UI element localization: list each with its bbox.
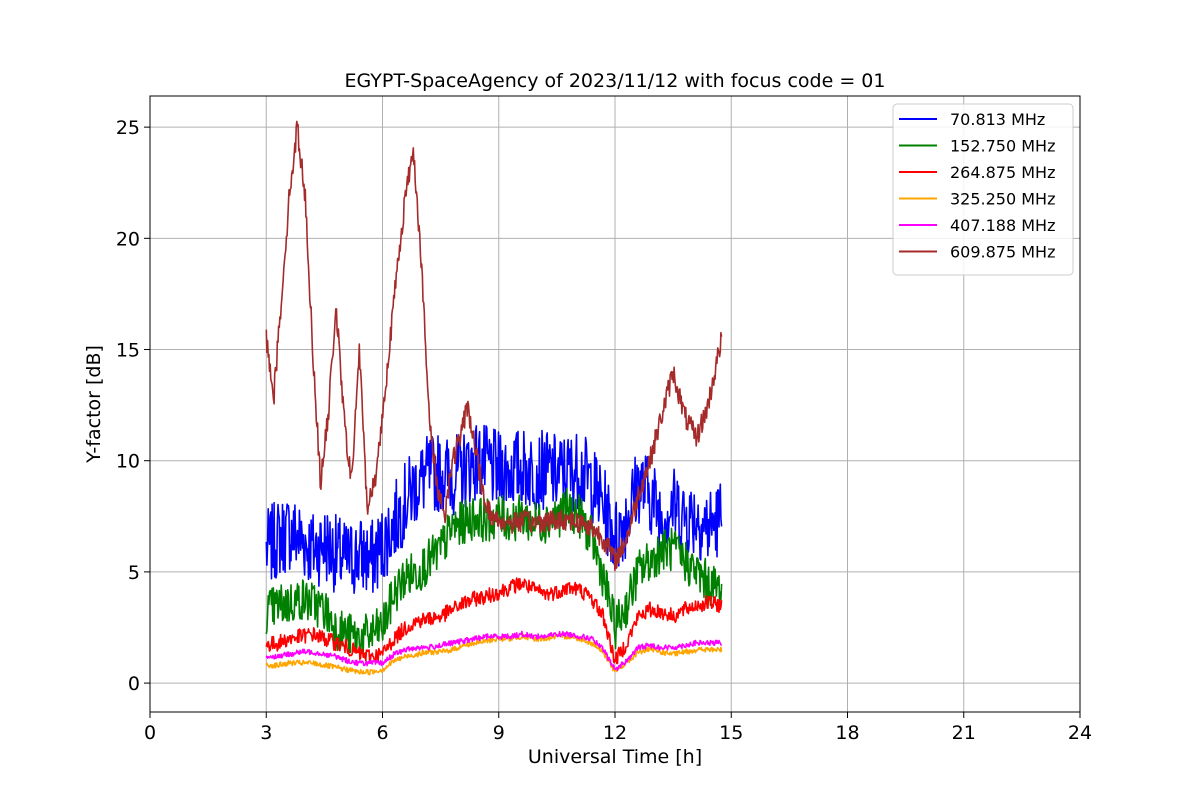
legend-box	[892, 103, 1074, 276]
y-axis-label: Y-factor [dB]	[83, 345, 105, 464]
y-tick-label: 5	[128, 562, 140, 584]
x-tick-label: 18	[835, 722, 859, 744]
series-line	[265, 630, 723, 672]
series-line	[265, 120, 723, 572]
x-tick-label: 24	[1068, 722, 1092, 744]
legend-label: 325.250 MHz	[950, 190, 1055, 209]
y-tick-label: 15	[116, 340, 140, 362]
x-axis-label: Universal Time [h]	[528, 746, 702, 768]
series-line	[265, 424, 723, 594]
legend-label: 609.875 MHz	[950, 243, 1055, 262]
chart-title: EGYPT-SpaceAgency of 2023/11/12 with foc…	[345, 70, 886, 92]
tick-layer: 0 3 6 9 12 15 18 21 24 0 5 10 15 20 25	[116, 117, 1092, 744]
x-tick-label: 6	[376, 722, 388, 744]
x-tick-label: 9	[493, 722, 505, 744]
y-tick-label: 10	[116, 451, 140, 473]
series-line	[265, 577, 723, 665]
y-tick-label: 20	[116, 228, 140, 250]
legend-label: 70.813 MHz	[950, 110, 1045, 129]
y-tick-label: 25	[116, 117, 140, 139]
series-line	[265, 487, 723, 659]
legend-label: 407.188 MHz	[950, 216, 1055, 235]
x-tick-label: 15	[719, 722, 743, 744]
legend-label: 264.875 MHz	[950, 163, 1055, 182]
x-tick-label: 12	[603, 722, 627, 744]
y-tick-label: 0	[128, 673, 140, 695]
x-tick-label: 0	[144, 722, 156, 744]
series-layer	[265, 120, 723, 676]
x-tick-label: 3	[260, 722, 272, 744]
legend: 70.813 MHz 152.750 MHz 264.875 MHz 325.250 …	[892, 103, 1074, 276]
x-tick-label: 21	[952, 722, 976, 744]
legend-label: 152.750 MHz	[950, 137, 1055, 156]
